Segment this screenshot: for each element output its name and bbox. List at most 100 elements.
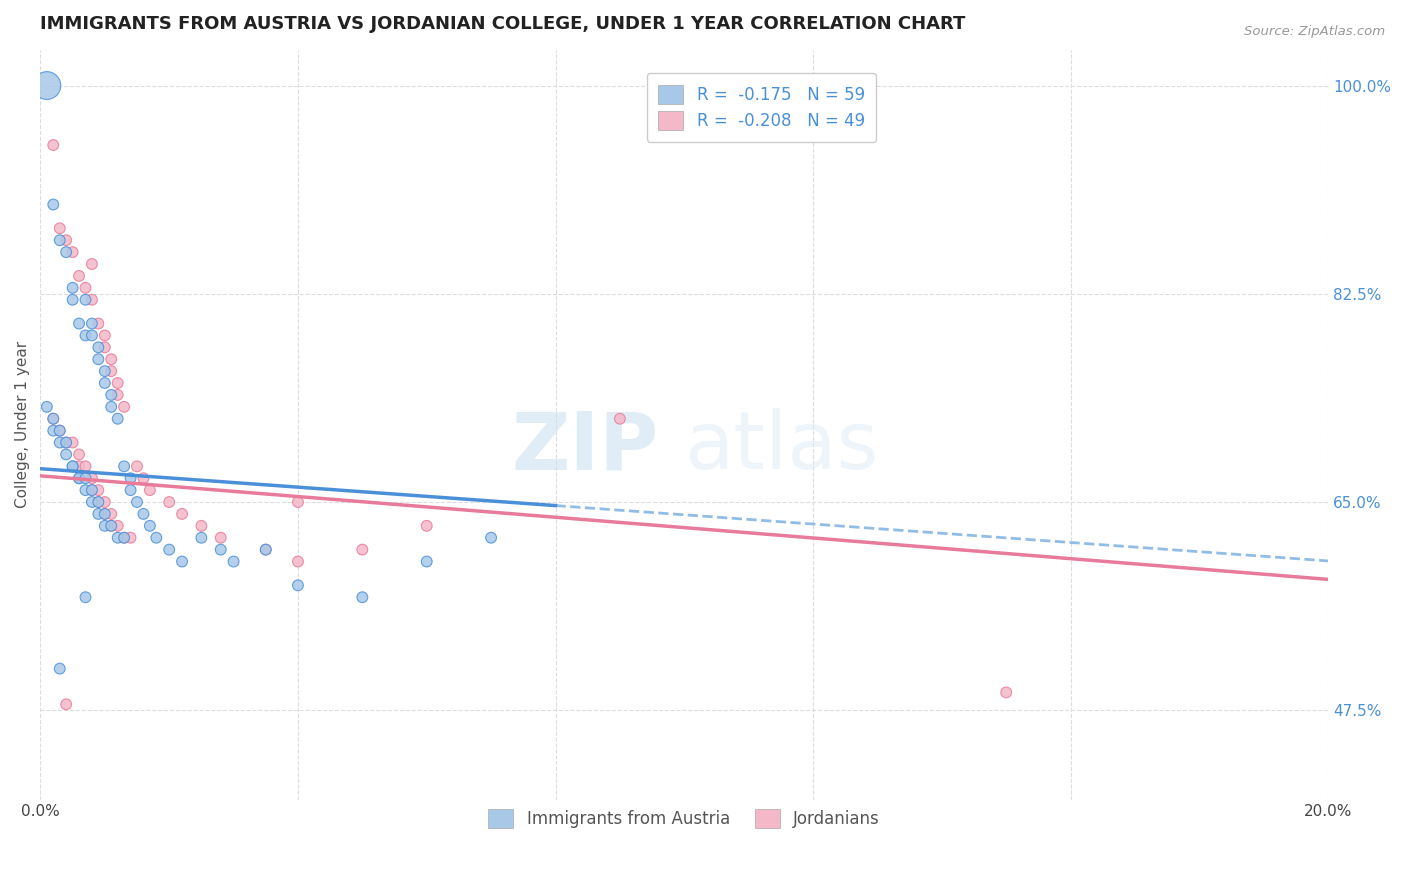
Point bbox=[107, 411, 129, 425]
Point bbox=[55, 233, 77, 247]
Point bbox=[222, 555, 245, 569]
Point bbox=[80, 483, 103, 497]
Point bbox=[48, 662, 70, 676]
Point bbox=[62, 459, 84, 474]
Point bbox=[112, 531, 135, 545]
Point bbox=[87, 483, 110, 497]
Point bbox=[416, 555, 439, 569]
Point bbox=[42, 138, 65, 153]
Point bbox=[42, 197, 65, 211]
Text: IMMIGRANTS FROM AUSTRIA VS JORDANIAN COLLEGE, UNDER 1 YEAR CORRELATION CHART: IMMIGRANTS FROM AUSTRIA VS JORDANIAN COL… bbox=[41, 15, 966, 33]
Point bbox=[120, 483, 142, 497]
Point bbox=[75, 483, 97, 497]
Point bbox=[120, 531, 142, 545]
Point bbox=[132, 507, 155, 521]
Point bbox=[48, 424, 70, 438]
Point bbox=[100, 507, 122, 521]
Point bbox=[94, 518, 117, 533]
Point bbox=[157, 542, 180, 557]
Point bbox=[75, 328, 97, 343]
Text: ZIP: ZIP bbox=[512, 409, 658, 486]
Point bbox=[112, 459, 135, 474]
Point bbox=[67, 317, 90, 331]
Text: Source: ZipAtlas.com: Source: ZipAtlas.com bbox=[1244, 25, 1385, 38]
Point bbox=[209, 542, 232, 557]
Point bbox=[62, 293, 84, 307]
Point bbox=[55, 435, 77, 450]
Point bbox=[67, 471, 90, 485]
Point bbox=[94, 495, 117, 509]
Point bbox=[62, 435, 84, 450]
Point bbox=[48, 435, 70, 450]
Point bbox=[100, 388, 122, 402]
Point bbox=[352, 542, 374, 557]
Point bbox=[479, 531, 502, 545]
Point bbox=[94, 507, 117, 521]
Point bbox=[67, 459, 90, 474]
Point bbox=[416, 518, 439, 533]
Point bbox=[94, 376, 117, 390]
Point bbox=[100, 352, 122, 367]
Point bbox=[55, 447, 77, 461]
Point bbox=[87, 317, 110, 331]
Point bbox=[287, 495, 309, 509]
Point bbox=[254, 542, 277, 557]
Point bbox=[42, 411, 65, 425]
Point bbox=[80, 317, 103, 331]
Text: atlas: atlas bbox=[685, 409, 879, 486]
Point bbox=[62, 245, 84, 260]
Point bbox=[55, 698, 77, 712]
Point bbox=[100, 518, 122, 533]
Point bbox=[107, 518, 129, 533]
Point bbox=[80, 293, 103, 307]
Point bbox=[67, 447, 90, 461]
Point bbox=[87, 495, 110, 509]
Point bbox=[125, 459, 148, 474]
Point bbox=[94, 328, 117, 343]
Point bbox=[75, 293, 97, 307]
Point bbox=[94, 507, 117, 521]
Point bbox=[42, 424, 65, 438]
Point bbox=[609, 411, 631, 425]
Point bbox=[35, 400, 58, 414]
Point bbox=[42, 411, 65, 425]
Point bbox=[80, 471, 103, 485]
Point bbox=[87, 495, 110, 509]
Point bbox=[209, 531, 232, 545]
Point bbox=[112, 400, 135, 414]
Point bbox=[139, 483, 162, 497]
Point bbox=[157, 495, 180, 509]
Point bbox=[287, 555, 309, 569]
Point bbox=[145, 531, 167, 545]
Point bbox=[120, 471, 142, 485]
Point bbox=[94, 340, 117, 354]
Point bbox=[75, 591, 97, 605]
Point bbox=[62, 281, 84, 295]
Point bbox=[48, 424, 70, 438]
Point bbox=[35, 78, 58, 93]
Y-axis label: College, Under 1 year: College, Under 1 year bbox=[15, 341, 30, 508]
Point bbox=[87, 507, 110, 521]
Point bbox=[75, 281, 97, 295]
Point bbox=[254, 542, 277, 557]
Point bbox=[170, 507, 193, 521]
Point bbox=[55, 435, 77, 450]
Point bbox=[100, 364, 122, 378]
Point bbox=[48, 221, 70, 235]
Point bbox=[107, 531, 129, 545]
Point bbox=[139, 518, 162, 533]
Point bbox=[87, 352, 110, 367]
Point bbox=[287, 578, 309, 592]
Point bbox=[80, 257, 103, 271]
Point bbox=[107, 376, 129, 390]
Point bbox=[62, 459, 84, 474]
Point bbox=[100, 400, 122, 414]
Point bbox=[190, 518, 212, 533]
Point bbox=[48, 233, 70, 247]
Point bbox=[75, 459, 97, 474]
Point bbox=[75, 471, 97, 485]
Point bbox=[80, 328, 103, 343]
Point bbox=[55, 245, 77, 260]
Point bbox=[112, 531, 135, 545]
Point bbox=[132, 471, 155, 485]
